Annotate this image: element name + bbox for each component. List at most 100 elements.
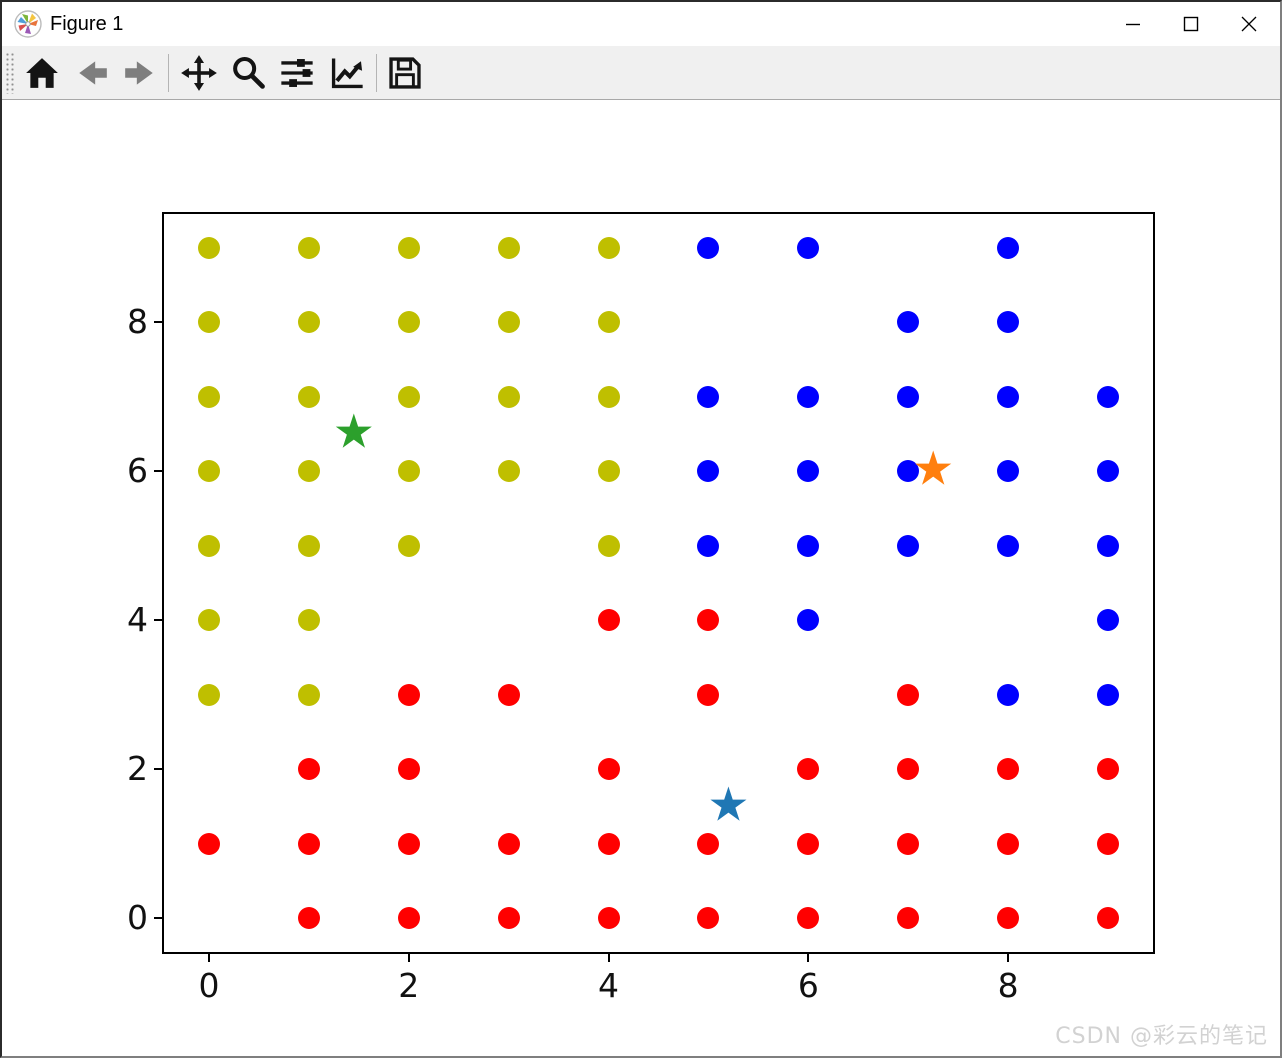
scatter-point-class-yellow bbox=[197, 460, 220, 483]
minimize-button[interactable] bbox=[1104, 2, 1162, 46]
close-icon bbox=[1241, 16, 1257, 32]
x-tick-label: 0 bbox=[198, 966, 220, 1005]
scatter-point-class-red bbox=[697, 683, 720, 706]
scatter-point-class-yellow bbox=[597, 534, 620, 557]
scatter-point-class-red bbox=[797, 907, 820, 930]
x-tick bbox=[207, 954, 210, 962]
scatter-point-class-blue bbox=[997, 385, 1020, 408]
toolbar-separator bbox=[168, 54, 169, 92]
x-tick bbox=[807, 954, 810, 962]
scatter-point-class-yellow bbox=[497, 385, 520, 408]
scatter-point-class-yellow bbox=[197, 236, 220, 259]
scatter-point-class-yellow bbox=[497, 460, 520, 483]
scatter-point-class-red bbox=[1097, 907, 1120, 930]
scatter-point-class-blue bbox=[897, 460, 920, 483]
scatter-point-class-red bbox=[1097, 758, 1120, 781]
maximize-button[interactable] bbox=[1162, 2, 1220, 46]
scatter-point-class-red bbox=[397, 832, 420, 855]
y-tick-label: 0 bbox=[127, 898, 148, 938]
matplotlib-logo-icon bbox=[14, 10, 42, 38]
zoom-button[interactable] bbox=[226, 51, 270, 95]
scatter-point-class-red bbox=[597, 609, 620, 632]
pan-button[interactable] bbox=[177, 51, 221, 95]
floppy-disk-icon bbox=[389, 57, 421, 89]
window-title: Figure 1 bbox=[50, 13, 124, 35]
axes[interactable]: 0 2 4 6 8 0 2 4 6 8 ★ ★ ★ bbox=[127, 212, 1155, 1005]
scatter-point-class-blue bbox=[997, 236, 1020, 259]
scatter-point-class-red bbox=[597, 758, 620, 781]
title-bar[interactable]: Figure 1 bbox=[2, 2, 1280, 46]
scatter-point-class-red bbox=[697, 609, 720, 632]
toolbar-separator bbox=[376, 54, 377, 92]
y-tick bbox=[154, 470, 162, 473]
scatter-point-class-red bbox=[797, 832, 820, 855]
scatter-point-class-blue bbox=[797, 460, 820, 483]
scatter-point-class-blue bbox=[997, 683, 1020, 706]
test-point-green-star-marker: ★ bbox=[332, 404, 375, 460]
scatter-point-class-yellow bbox=[397, 236, 420, 259]
scatter-point-class-red bbox=[397, 907, 420, 930]
y-tick bbox=[154, 768, 162, 771]
scatter-point-class-blue bbox=[897, 385, 920, 408]
scatter-point-class-red bbox=[897, 683, 920, 706]
edit-axis-button[interactable] bbox=[325, 51, 369, 95]
scatter-point-class-yellow bbox=[597, 311, 620, 334]
scatter-point-class-blue bbox=[1097, 609, 1120, 632]
scatter-point-class-red bbox=[497, 683, 520, 706]
scatter-point-class-yellow bbox=[297, 311, 320, 334]
test-point-orange-star-marker: ★ bbox=[912, 441, 955, 497]
x-tick-label: 2 bbox=[398, 966, 420, 1005]
scatter-point-class-blue bbox=[797, 609, 820, 632]
scatter-point-class-yellow bbox=[297, 236, 320, 259]
magnifier-icon bbox=[233, 57, 265, 89]
y-tick-label: 6 bbox=[127, 451, 148, 491]
back-button[interactable] bbox=[70, 51, 114, 95]
x-tick-label: 8 bbox=[997, 966, 1019, 1005]
scatter-point-class-red bbox=[897, 832, 920, 855]
scatter-point-class-blue bbox=[697, 534, 720, 557]
line-chart-icon bbox=[331, 58, 363, 89]
scatter-point-class-red bbox=[297, 832, 320, 855]
scatter-point-class-yellow bbox=[297, 683, 320, 706]
scatter-point-class-red bbox=[497, 907, 520, 930]
x-tick-label: 6 bbox=[797, 966, 819, 1005]
scatter-point-class-red bbox=[997, 758, 1020, 781]
scatter-point-class-blue bbox=[997, 534, 1020, 557]
y-tick-label: 2 bbox=[127, 749, 148, 789]
scatter-point-class-blue bbox=[1097, 683, 1120, 706]
configure-subplots-button[interactable] bbox=[275, 51, 319, 95]
scatter-point-class-blue bbox=[697, 385, 720, 408]
scatter-point-class-blue bbox=[697, 460, 720, 483]
forward-button[interactable] bbox=[118, 51, 162, 95]
scatter-point-class-red bbox=[597, 907, 620, 930]
y-tick bbox=[154, 321, 162, 324]
scatter-point-class-yellow bbox=[497, 311, 520, 334]
close-button[interactable] bbox=[1220, 2, 1278, 46]
scatter-point-class-red bbox=[597, 832, 620, 855]
matplotlib-toolbar bbox=[2, 46, 1280, 100]
scatter-point-class-red bbox=[497, 832, 520, 855]
scatter-point-class-red bbox=[197, 832, 220, 855]
y-tick-label: 8 bbox=[127, 302, 148, 342]
scatter-point-class-red bbox=[897, 758, 920, 781]
toolbar-grip-handle[interactable] bbox=[5, 52, 14, 94]
scatter-point-class-red bbox=[297, 758, 320, 781]
home-icon bbox=[26, 58, 58, 88]
x-tick bbox=[407, 954, 410, 962]
scatter-point-class-red bbox=[797, 758, 820, 781]
back-arrow-icon bbox=[79, 61, 107, 85]
scatter-point-class-blue bbox=[797, 236, 820, 259]
scatter-point-class-yellow bbox=[397, 311, 420, 334]
y-tick bbox=[154, 917, 162, 920]
y-tick bbox=[154, 619, 162, 622]
scatter-point-class-yellow bbox=[597, 460, 620, 483]
home-button[interactable] bbox=[20, 51, 64, 95]
scatter-point-class-red bbox=[997, 832, 1020, 855]
scatter-point-class-yellow bbox=[197, 609, 220, 632]
save-button[interactable] bbox=[383, 51, 427, 95]
scatter-point-class-red bbox=[397, 758, 420, 781]
scatter-point-class-yellow bbox=[297, 534, 320, 557]
scatter-point-class-red bbox=[397, 683, 420, 706]
scatter-point-class-yellow bbox=[297, 609, 320, 632]
